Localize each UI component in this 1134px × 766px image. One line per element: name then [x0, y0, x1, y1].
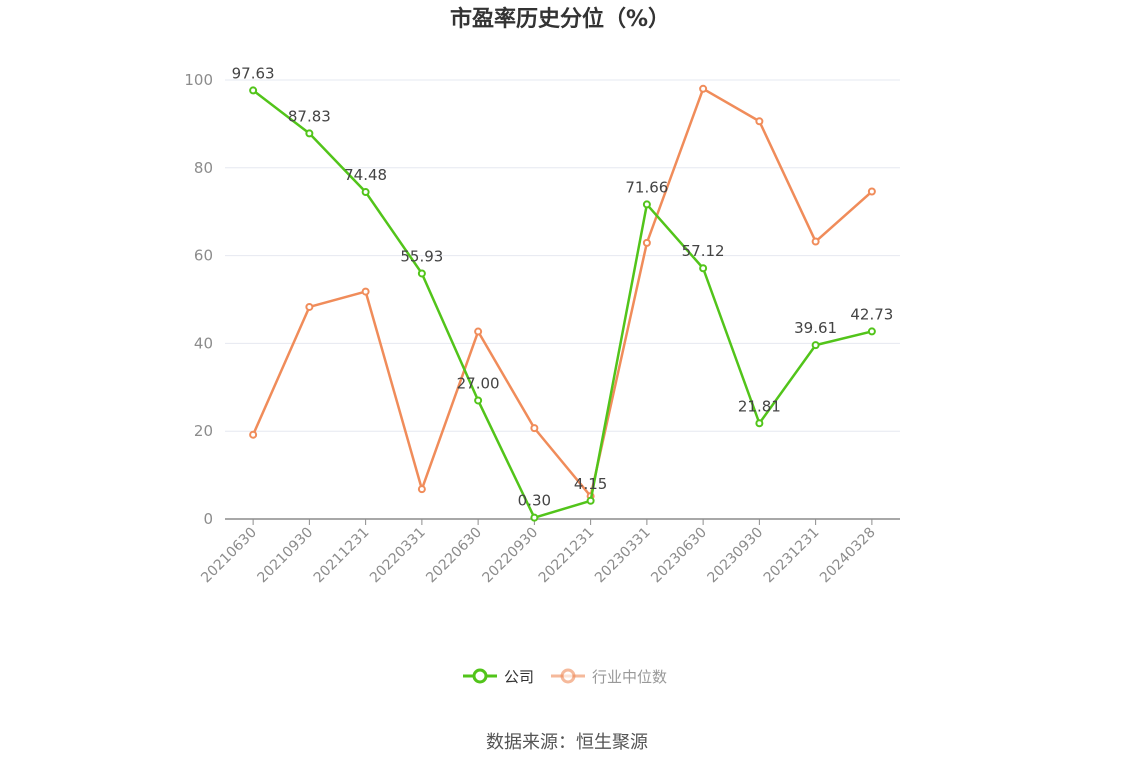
data-labels: 97.63 87.83 74.48 55.93 27.00 0.30 4.15 71.66 57…	[232, 64, 894, 509]
legend-company-marker	[472, 668, 488, 684]
point-industry-median[interactable]	[530, 424, 539, 433]
point-company[interactable]	[530, 513, 539, 522]
series-line-company	[252, 89, 873, 519]
point-industry-median[interactable]	[249, 430, 258, 439]
legend-company-label: 公司	[504, 668, 534, 686]
y-tick-label: 20	[194, 422, 213, 440]
data-label-company: 42.73	[850, 305, 893, 323]
legend-industry-marker	[560, 668, 576, 684]
data-source: 数据来源：恒生聚源	[486, 732, 648, 753]
data-label-company: 87.83	[288, 107, 331, 125]
point-industry-median[interactable]	[867, 187, 876, 196]
y-axis: 0 20 40 60 80 100	[184, 71, 213, 528]
data-label-company: 0.30	[518, 492, 551, 510]
x-tick-label: 20220630	[423, 525, 485, 587]
point-industry-median[interactable]	[305, 302, 314, 311]
data-label-company: 21.81	[738, 397, 781, 415]
x-tick-label: 20230930	[704, 525, 766, 587]
data-label-company: 74.48	[344, 166, 387, 184]
point-company[interactable]	[361, 188, 370, 197]
y-tick-label: 100	[184, 71, 213, 89]
point-industry-median[interactable]	[811, 237, 820, 246]
series-layer	[249, 84, 876, 522]
point-industry-median[interactable]	[699, 84, 708, 93]
x-tick-label: 20210630	[198, 525, 260, 587]
x-axis: 2021063020210930202112312022033120220630…	[198, 518, 900, 587]
point-company[interactable]	[305, 129, 314, 138]
series-line-industry-median	[251, 87, 873, 498]
x-tick-label: 20230331	[592, 525, 654, 587]
x-tick-label: 20231231	[761, 525, 823, 587]
legend-industry-label: 行业中位数	[592, 668, 667, 686]
legend-item-industry-median[interactable]: 行业中位数	[551, 668, 667, 686]
point-company[interactable]	[642, 200, 651, 209]
point-industry-median[interactable]	[642, 238, 651, 247]
data-label-company: 97.63	[232, 64, 275, 82]
y-tick-label: 80	[194, 159, 213, 177]
point-company[interactable]	[249, 86, 258, 95]
grid-lines	[225, 79, 900, 432]
x-tick-label: 20220930	[479, 525, 541, 587]
point-company[interactable]	[474, 396, 483, 405]
x-tick-label: 20221231	[536, 525, 598, 587]
data-label-company: 57.12	[682, 242, 725, 260]
x-tick-label: 20230630	[648, 525, 710, 587]
point-company[interactable]	[417, 269, 426, 278]
legend-item-company[interactable]: 公司	[463, 668, 534, 686]
point-industry-median[interactable]	[755, 117, 764, 126]
x-tick-label: 20210930	[254, 525, 316, 587]
point-company[interactable]	[867, 327, 876, 336]
data-label-company: 27.00	[457, 374, 500, 392]
point-industry-median[interactable]	[417, 485, 426, 494]
chart-title: 市盈率历史分位（%）	[450, 6, 670, 32]
data-label-company: 39.61	[794, 319, 837, 337]
point-industry-median[interactable]	[474, 327, 483, 336]
point-company[interactable]	[586, 496, 595, 505]
point-company[interactable]	[699, 264, 708, 273]
point-company[interactable]	[811, 341, 820, 350]
legend[interactable]: 公司 行业中位数	[463, 668, 667, 686]
x-tick-label: 20211231	[311, 525, 373, 587]
point-industry-median[interactable]	[361, 287, 370, 296]
data-label-company: 71.66	[625, 178, 668, 196]
y-tick-label: 40	[194, 334, 213, 352]
y-tick-label: 60	[194, 247, 213, 265]
data-label-company: 55.93	[400, 247, 443, 265]
y-tick-label: 0	[203, 510, 213, 528]
point-company[interactable]	[755, 419, 764, 428]
data-label-company: 4.15	[574, 475, 607, 493]
x-tick-label: 20220331	[367, 525, 429, 587]
x-tick-label: 20240328	[817, 525, 879, 587]
